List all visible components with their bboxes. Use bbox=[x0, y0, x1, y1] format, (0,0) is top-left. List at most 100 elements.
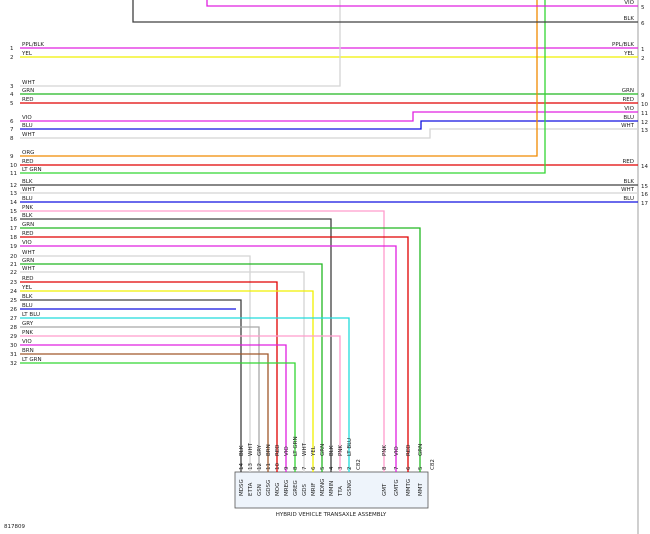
wire bbox=[20, 353, 269, 472]
wire-color: VIO bbox=[22, 339, 32, 345]
wire-number: 10 bbox=[10, 163, 17, 169]
wire-color: PNK bbox=[22, 330, 33, 336]
wire-number: 32 bbox=[10, 361, 17, 367]
wire bbox=[20, 281, 278, 472]
wire bbox=[20, 227, 421, 472]
wire-number: 17 bbox=[10, 226, 17, 232]
wire bbox=[20, 290, 314, 472]
wire-color: PPL/BLK bbox=[22, 42, 44, 48]
wire-number: 21 bbox=[10, 262, 17, 268]
wire-number: 11 bbox=[641, 111, 648, 117]
wire-color: WHT bbox=[22, 80, 36, 86]
wire-number: 11 bbox=[10, 171, 17, 177]
pin-wire: LT GRN bbox=[293, 436, 299, 456]
wire bbox=[20, 326, 260, 472]
wire-color: BLK bbox=[22, 213, 33, 219]
wire bbox=[20, 236, 409, 472]
wire-color: RED bbox=[622, 159, 634, 165]
connector-id: C82 bbox=[430, 459, 436, 470]
pin-number: 8 bbox=[293, 466, 299, 470]
wire bbox=[132, 0, 638, 23]
wire-color: WHT bbox=[621, 187, 635, 193]
pin-wire: RED bbox=[275, 444, 281, 456]
wire bbox=[20, 218, 332, 472]
pin-wire: YEL bbox=[311, 445, 317, 457]
wire bbox=[20, 210, 385, 472]
pin-terminal: MMT bbox=[418, 483, 424, 496]
wire-color: BLK bbox=[624, 16, 635, 22]
wire-number: 14 bbox=[10, 200, 17, 206]
wire bbox=[20, 271, 305, 472]
wire-number: 31 bbox=[10, 352, 17, 358]
wire-color: BLK bbox=[624, 179, 635, 185]
pin-terminal: MDSG bbox=[239, 479, 245, 496]
wire bbox=[20, 0, 538, 157]
wire-color: GRY bbox=[22, 321, 34, 327]
wire-number: 5 bbox=[641, 5, 645, 11]
wire-number: 13 bbox=[10, 191, 17, 197]
wire-color: BLU bbox=[22, 123, 33, 129]
wire-number: 9 bbox=[641, 93, 645, 99]
wire bbox=[20, 317, 350, 472]
connector-id: C82 bbox=[356, 459, 362, 470]
pin-wire: GRN bbox=[418, 444, 424, 456]
pin-number: 9 bbox=[284, 466, 290, 470]
pin-number: 4 bbox=[329, 466, 335, 470]
wire-number: 5 bbox=[10, 101, 14, 107]
wire-color: WHT bbox=[22, 266, 36, 272]
pin-terminal: MDNG bbox=[320, 479, 326, 496]
wire-number: 4 bbox=[10, 92, 14, 98]
wire-color: VIO bbox=[22, 115, 32, 121]
pin-wire: VIO bbox=[284, 446, 290, 456]
pin-wire: PNK bbox=[338, 445, 344, 456]
wire bbox=[20, 120, 638, 130]
wire-color: GRN bbox=[622, 88, 634, 94]
wire-number: 15 bbox=[10, 209, 17, 215]
connector-title: HYBRID VEHICLE TRANSAXLE ASSEMBLY bbox=[276, 512, 387, 518]
wire-number: 2 bbox=[10, 55, 14, 61]
wire bbox=[20, 128, 638, 139]
wire-number: 10 bbox=[641, 102, 648, 108]
wire-number: 23 bbox=[10, 280, 17, 286]
wire-number: 13 bbox=[641, 128, 648, 134]
wire-number: 16 bbox=[641, 192, 648, 198]
wire-number: 6 bbox=[10, 119, 14, 125]
wire-color: VIO bbox=[624, 106, 634, 112]
pin-wire: GRY bbox=[257, 444, 263, 456]
pin-number: 7 bbox=[394, 466, 400, 470]
wire-number: 1 bbox=[641, 47, 645, 53]
wire-number: 26 bbox=[10, 307, 17, 313]
wire bbox=[20, 245, 397, 472]
wire-color: LT GRN bbox=[22, 357, 42, 363]
wire-number: 25 bbox=[10, 298, 17, 304]
pin-wire: BRN bbox=[266, 444, 272, 456]
wire-color: RED bbox=[22, 97, 34, 103]
wire bbox=[20, 0, 341, 87]
pin-wire: WHT bbox=[248, 442, 254, 456]
wire-color: BLK bbox=[22, 294, 33, 300]
connector-body bbox=[234, 471, 429, 509]
wire-number: 22 bbox=[10, 270, 17, 276]
pin-terminal: GSN bbox=[257, 484, 263, 496]
wire-color: WHT bbox=[22, 187, 36, 193]
wire-color: VIO bbox=[22, 240, 32, 246]
pin-terminal: GDSG bbox=[266, 480, 272, 496]
wire-number: 19 bbox=[10, 244, 17, 250]
pin-wire: LT BLU bbox=[347, 438, 353, 456]
pin-wire: GRN bbox=[320, 444, 326, 456]
wire-number: 8 bbox=[10, 136, 14, 142]
wire-color: GRN bbox=[22, 88, 34, 94]
pin-number: 8 bbox=[382, 466, 388, 470]
wire-color: VIO bbox=[624, 0, 634, 6]
wire-number: 29 bbox=[10, 334, 17, 340]
wire-number: 27 bbox=[10, 316, 17, 322]
pin-wire: BLK bbox=[329, 445, 335, 456]
wire-color: RED bbox=[622, 97, 634, 103]
pin-terminal: MMIN bbox=[329, 481, 335, 496]
pin-number: 12 bbox=[257, 463, 263, 470]
wire bbox=[20, 299, 242, 472]
wire-color: RED bbox=[22, 231, 34, 237]
wire-number: 18 bbox=[10, 235, 17, 241]
wire-color: RED bbox=[22, 276, 34, 282]
